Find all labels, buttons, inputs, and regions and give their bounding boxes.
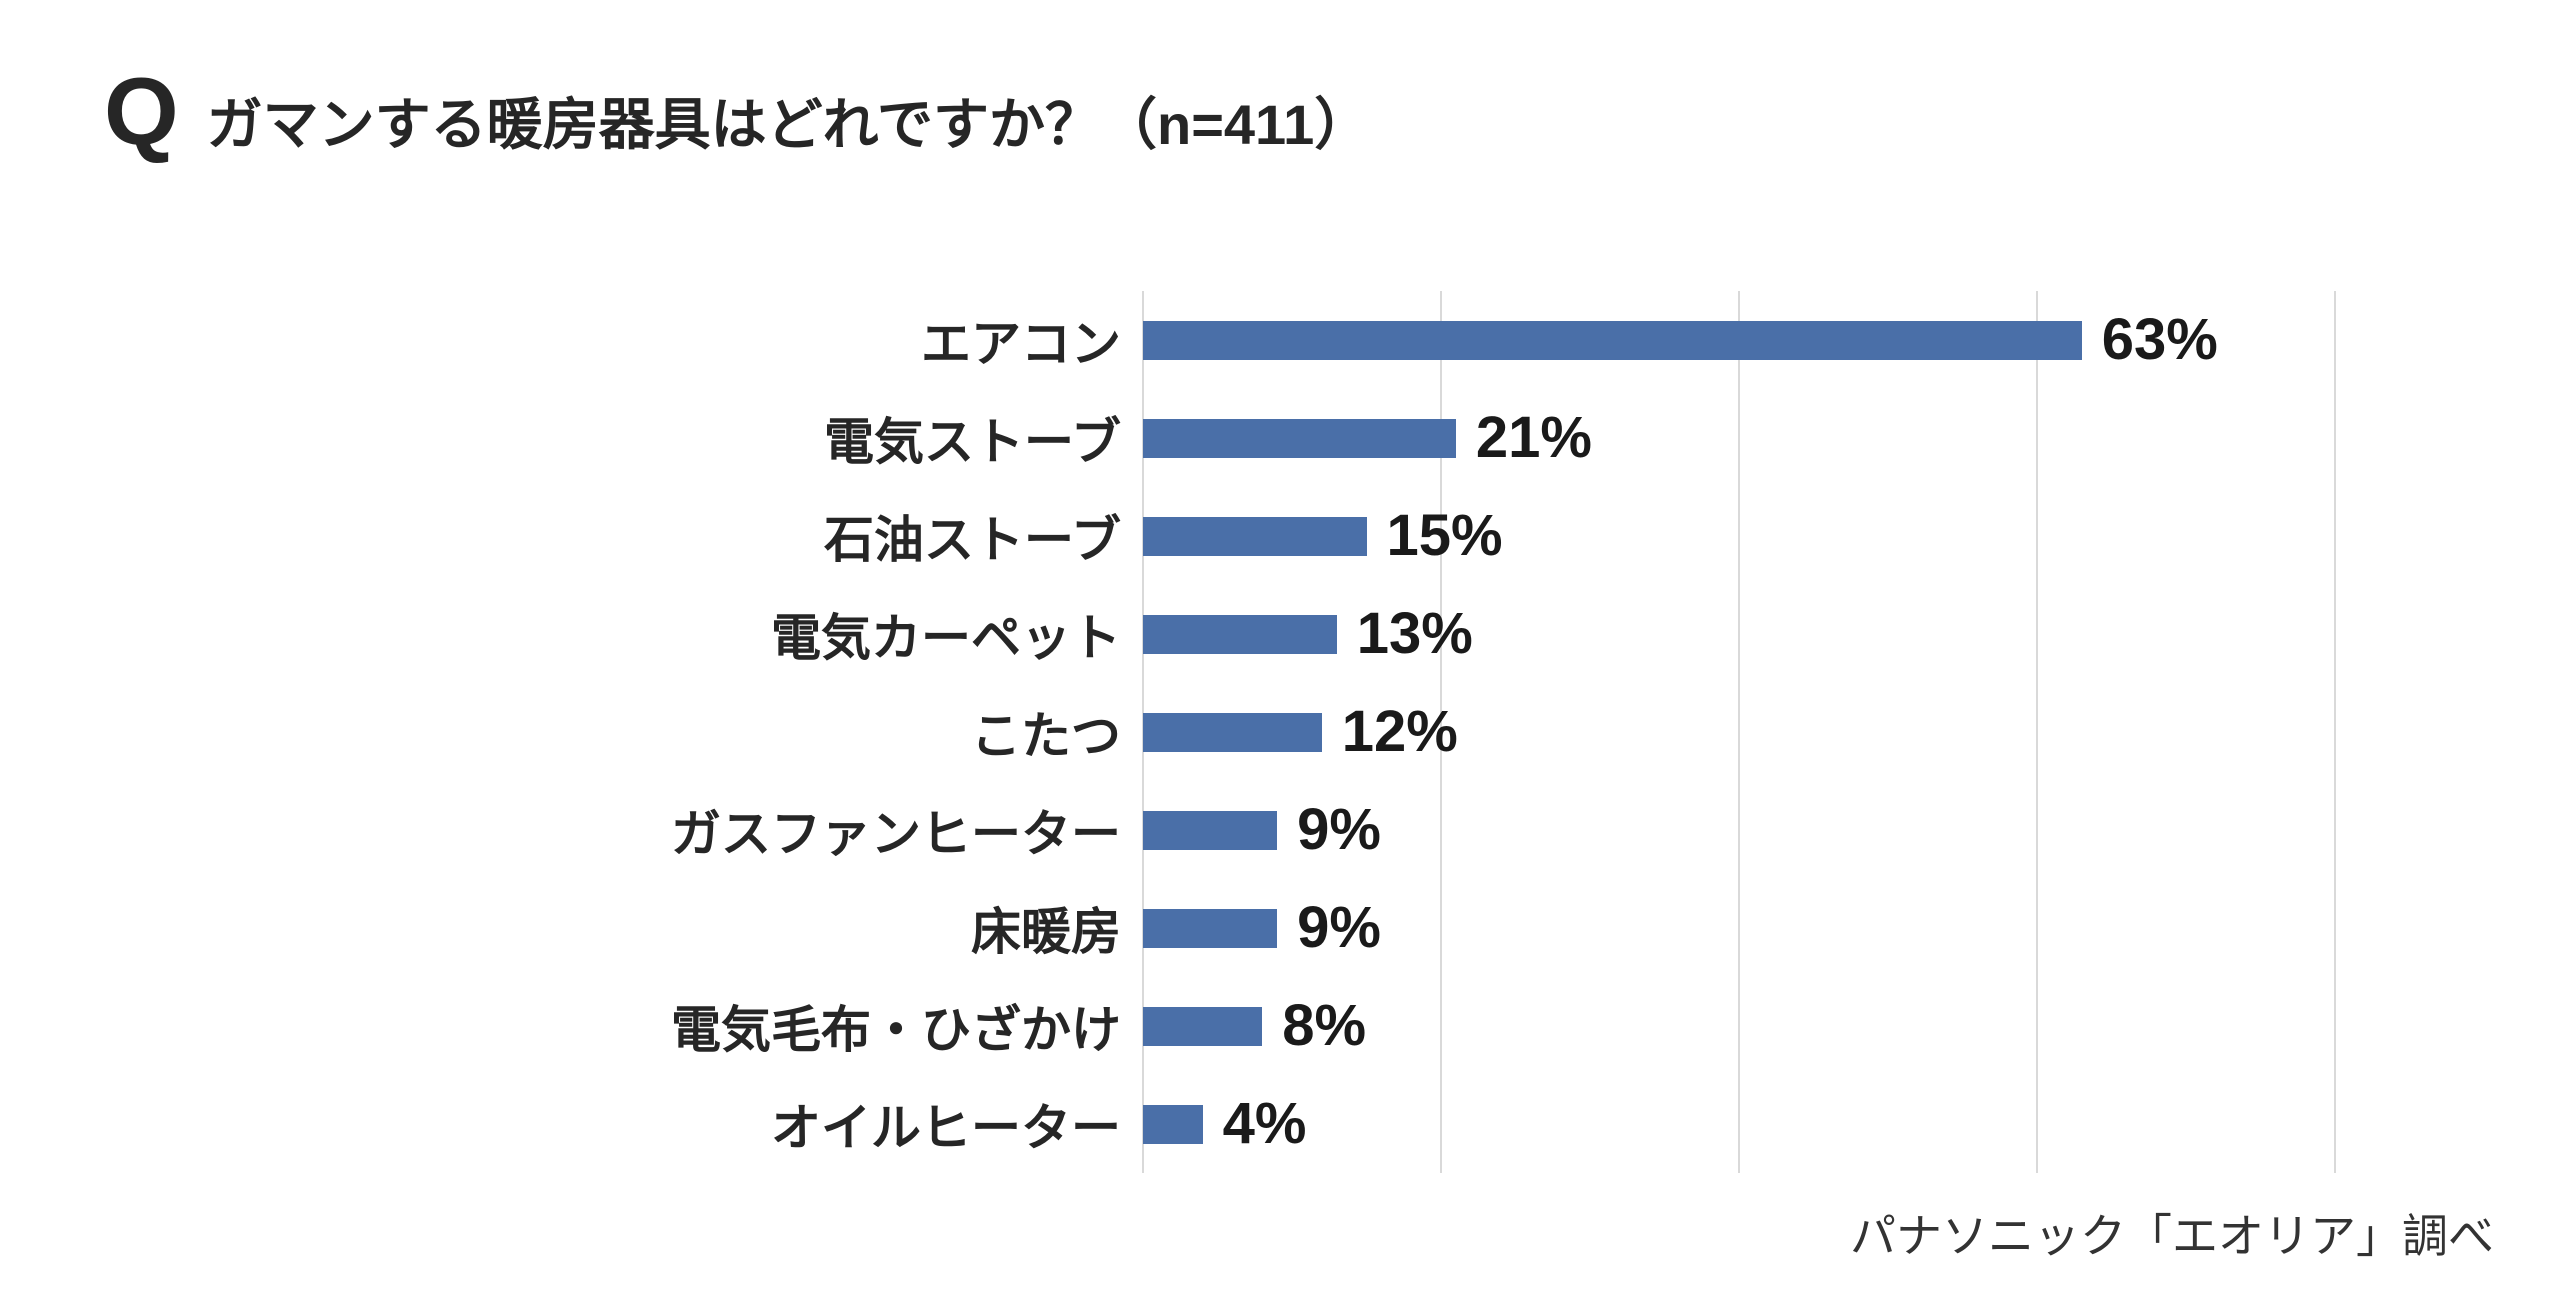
category-label: エアコン bbox=[921, 316, 1121, 372]
bar bbox=[1143, 1104, 1203, 1144]
category-label: オイルヒーター bbox=[771, 1100, 1121, 1156]
value-label: 15% bbox=[1386, 503, 1503, 568]
bar bbox=[1143, 1006, 1263, 1046]
bar-track: 21% bbox=[1143, 409, 2335, 467]
source-attribution: パナソニック「エオリア」調べ bbox=[1850, 1210, 2494, 1262]
value-label: 13% bbox=[1356, 601, 1473, 666]
bar bbox=[1143, 908, 1278, 948]
value-label: 12% bbox=[1341, 699, 1458, 764]
bar-track: 4% bbox=[1143, 1095, 2335, 1153]
chart-title: ガマンする暖房器具はどれですか？（n=411） bbox=[206, 93, 1371, 156]
bar bbox=[1143, 516, 1367, 556]
bar-track: 8% bbox=[1143, 997, 2335, 1055]
category-label: 電気毛布・ひざかけ bbox=[671, 1002, 1121, 1058]
category-label: 電気カーペット bbox=[771, 610, 1121, 666]
bar-track: 13% bbox=[1143, 605, 2335, 663]
category-label: 石油ストーブ bbox=[824, 512, 1121, 568]
chart-header: Q ガマンする暖房器具はどれですか？（n=411） bbox=[104, 64, 1370, 160]
bar-row: エアコン 63% bbox=[0, 291, 2560, 389]
question-mark-label: Q bbox=[104, 58, 179, 165]
bar-row: オイルヒーター 4% bbox=[0, 1075, 2560, 1173]
bar-track: 9% bbox=[1143, 899, 2335, 957]
bar bbox=[1143, 614, 1337, 654]
bar-row: 石油ストーブ 15% bbox=[0, 487, 2560, 585]
value-label: 8% bbox=[1282, 993, 1367, 1058]
bar-row: ガスファンヒーター 9% bbox=[0, 781, 2560, 879]
bar bbox=[1143, 320, 2082, 360]
value-label: 21% bbox=[1475, 405, 1592, 470]
value-label: 9% bbox=[1297, 895, 1381, 960]
bar-row: 電気カーペット 13% bbox=[0, 585, 2560, 683]
value-label: 63% bbox=[2101, 307, 2218, 372]
bar-track: 12% bbox=[1143, 703, 2335, 761]
bar-track: 63% bbox=[1143, 311, 2335, 369]
category-label: ガスファンヒーター bbox=[671, 806, 1121, 862]
value-label: 9% bbox=[1297, 797, 1381, 862]
bar-row: 電気ストーブ 21% bbox=[0, 389, 2560, 487]
bar-chart: エアコン 63% 電気ストーブ 21% 石油ストーブ 15% 電気カーペット 1… bbox=[0, 291, 2560, 1173]
bar-row: こたつ 12% bbox=[0, 683, 2560, 781]
category-label: 床暖房 bbox=[971, 904, 1121, 960]
bar-row: 床暖房 9% bbox=[0, 879, 2560, 977]
bar-row: 電気毛布・ひざかけ 8% bbox=[0, 977, 2560, 1075]
bar bbox=[1143, 810, 1278, 850]
bar-track: 9% bbox=[1143, 801, 2335, 859]
bar bbox=[1143, 418, 1456, 458]
bar-rows: エアコン 63% 電気ストーブ 21% 石油ストーブ 15% 電気カーペット 1… bbox=[0, 291, 2560, 1173]
bar bbox=[1143, 712, 1322, 752]
category-label: 電気ストーブ bbox=[824, 414, 1121, 470]
bar-track: 15% bbox=[1143, 507, 2335, 565]
category-label: こたつ bbox=[971, 708, 1121, 764]
value-label: 4% bbox=[1222, 1091, 1307, 1156]
